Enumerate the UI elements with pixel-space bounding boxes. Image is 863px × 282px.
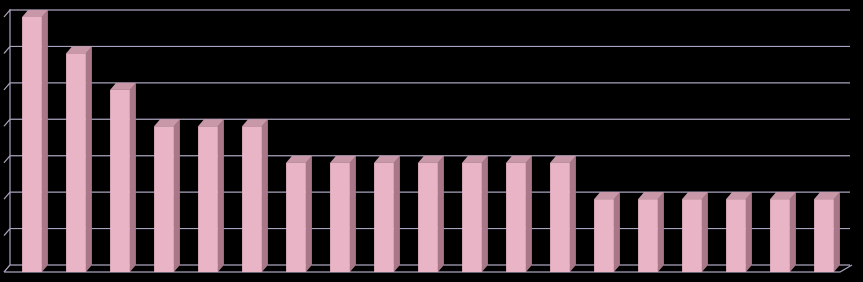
bar-side xyxy=(41,10,48,272)
bar-side xyxy=(85,46,92,272)
bar-top xyxy=(66,46,92,54)
bar-top xyxy=(462,155,488,163)
bar-side xyxy=(173,119,180,273)
bar xyxy=(770,199,790,272)
bar-top xyxy=(506,155,532,163)
bar xyxy=(330,162,350,272)
bar-top xyxy=(110,82,136,90)
grid-line xyxy=(3,118,850,127)
grid-line xyxy=(3,82,850,91)
bar-side xyxy=(657,192,664,272)
bar-top xyxy=(550,155,576,163)
bar xyxy=(550,162,570,272)
bar xyxy=(22,17,42,272)
floor-edge xyxy=(4,264,853,273)
bar-side xyxy=(305,155,312,272)
grid-line xyxy=(3,155,850,164)
bar-side xyxy=(569,155,576,272)
bar-side xyxy=(437,155,444,272)
bar-side xyxy=(789,192,796,272)
grid-line xyxy=(3,9,850,18)
bar-side xyxy=(349,155,356,272)
bar-side xyxy=(745,192,752,272)
bar xyxy=(110,89,130,272)
bar-top xyxy=(594,192,620,200)
bar-top xyxy=(770,192,796,200)
bar-side xyxy=(217,119,224,273)
grid-line xyxy=(3,45,850,54)
bar-top xyxy=(154,119,180,127)
bar xyxy=(682,199,702,272)
bar-side xyxy=(261,119,268,273)
bar xyxy=(594,199,614,272)
bar-side xyxy=(129,82,136,272)
bar-side xyxy=(833,192,840,272)
bar-side xyxy=(393,155,400,272)
bar-side xyxy=(613,192,620,272)
bar-top xyxy=(22,10,48,17)
bar-top xyxy=(638,192,664,200)
bar xyxy=(154,126,174,273)
bar xyxy=(638,199,658,272)
bar xyxy=(242,126,262,273)
bar xyxy=(814,199,834,272)
bar-top xyxy=(198,119,224,127)
bar-top xyxy=(814,192,840,200)
bar-top xyxy=(418,155,444,163)
bar xyxy=(286,162,306,272)
bar xyxy=(726,199,746,272)
bar-top xyxy=(286,155,312,163)
bar xyxy=(66,53,86,272)
bar-side xyxy=(701,192,708,272)
bar-side xyxy=(525,155,532,272)
bar-top xyxy=(330,155,356,163)
bar xyxy=(418,162,438,272)
bar xyxy=(506,162,526,272)
bar-top xyxy=(242,119,268,127)
bar-top xyxy=(682,192,708,200)
bar xyxy=(374,162,394,272)
bar-side xyxy=(481,155,488,272)
bar xyxy=(198,126,218,273)
bar-top xyxy=(726,192,752,200)
bar xyxy=(462,162,482,272)
bar-top xyxy=(374,155,400,163)
